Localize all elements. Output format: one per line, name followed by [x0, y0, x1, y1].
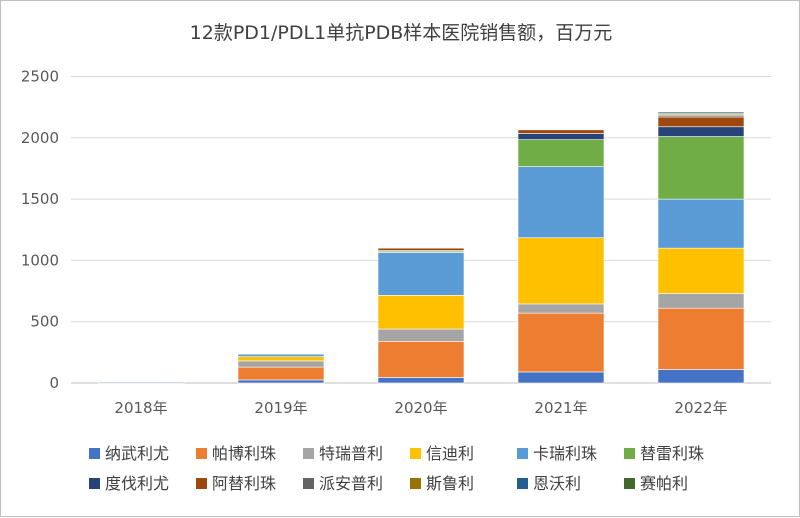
bar-segment	[377, 377, 465, 384]
bar-segment	[517, 133, 605, 140]
y-tick-label: 1500	[21, 190, 59, 208]
legend-swatch	[624, 478, 635, 489]
legend-label: 恩沃利	[533, 474, 581, 493]
legend-label: 替雷利珠	[640, 444, 704, 463]
legend-label: 赛帕利	[640, 474, 688, 493]
legend-item: 度伐利尤	[89, 474, 169, 493]
y-tick-label: 1000	[21, 251, 59, 269]
legend-label: 帕博利珠	[212, 444, 276, 463]
bar-segment	[237, 356, 325, 362]
bar-segment	[237, 353, 325, 355]
bar-segment	[377, 328, 465, 342]
bar-segment	[237, 366, 325, 381]
bar-segment	[237, 379, 325, 384]
bar-segment	[237, 353, 325, 357]
legend-swatch	[303, 478, 314, 489]
legend-item: 阿替利珠	[196, 474, 276, 493]
bar-segment	[517, 237, 605, 305]
legend-swatch	[196, 478, 207, 489]
legend-swatch	[624, 448, 635, 459]
legend-label: 阿替利珠	[212, 474, 276, 493]
bar-segment	[237, 360, 325, 368]
bar-segment	[657, 126, 745, 137]
legend-swatch	[410, 448, 421, 459]
bar-stack	[377, 247, 465, 384]
bar-segment	[377, 341, 465, 378]
bar-segment	[377, 295, 465, 330]
legend-swatch	[517, 478, 528, 489]
legend-swatch	[303, 448, 314, 459]
bar-segment	[657, 111, 745, 114]
bar-stack	[237, 353, 325, 384]
legend-item: 替雷利珠	[624, 444, 704, 463]
legend-label: 斯鲁利	[426, 474, 474, 493]
bar-segment	[517, 312, 605, 373]
bar-segment	[657, 247, 745, 294]
bar-segment	[97, 381, 185, 383]
legend-label: 信迪利	[426, 444, 474, 463]
bar-segment	[657, 116, 745, 128]
x-tick-label: 2019年	[254, 399, 307, 417]
bar-stack	[517, 129, 605, 384]
legend-label: 度伐利尤	[105, 474, 169, 493]
legend-label: 卡瑞利珠	[533, 444, 597, 463]
bar-segment	[517, 166, 605, 239]
legend-item: 特瑞普利	[303, 444, 383, 463]
bar-stack	[97, 381, 185, 384]
legend-item: 斯鲁利	[410, 474, 474, 493]
legend-item: 恩沃利	[517, 474, 581, 493]
bar-layer	[97, 111, 745, 384]
bar-segment	[657, 198, 745, 249]
legend-item: 帕博利珠	[196, 444, 276, 463]
bar-stack	[657, 111, 745, 384]
legend-item: 赛帕利	[624, 474, 688, 493]
bar-segment	[657, 307, 745, 370]
x-axis-ticks: 2018年 2019年 2020年 2021年 2022年	[114, 399, 727, 417]
legend-label: 纳武利尤	[105, 444, 169, 463]
legend-swatch	[196, 448, 207, 459]
bar-segment	[517, 303, 605, 314]
legend-swatch	[89, 448, 100, 459]
legend-label: 派安普利	[319, 474, 383, 493]
x-tick-label: 2021年	[534, 399, 587, 417]
legend-label: 特瑞普利	[319, 444, 383, 463]
legend-item: 卡瑞利珠	[517, 444, 597, 463]
bar-segment	[517, 139, 605, 167]
legend-item: 信迪利	[410, 444, 474, 463]
bar-segment	[657, 369, 745, 384]
y-tick-label: 0	[49, 374, 59, 392]
legend-swatch	[89, 478, 100, 489]
bar-segment	[657, 293, 745, 309]
legend-swatch	[517, 448, 528, 459]
bar-segment	[517, 129, 605, 134]
x-tick-label: 2018年	[114, 399, 167, 417]
legend-item: 派安普利	[303, 474, 383, 493]
y-tick-label: 2000	[21, 129, 59, 147]
bar-segment	[377, 252, 465, 296]
bar-segment	[517, 371, 605, 384]
chart-title: 12款PD1/PDL1单抗PDB样本医院销售额，百万元	[190, 22, 613, 44]
legend-item: 纳武利尤	[89, 444, 169, 463]
legend-swatch	[410, 478, 421, 489]
y-tick-label: 500	[30, 313, 59, 331]
x-tick-label: 2022年	[674, 399, 727, 417]
bar-segment	[377, 247, 465, 251]
x-tick-label: 2020年	[394, 399, 447, 417]
bar-segment	[657, 136, 745, 200]
y-axis-ticks: 0 500 1000 1500 2000 2500	[21, 68, 59, 393]
y-tick-label: 2500	[21, 68, 59, 86]
